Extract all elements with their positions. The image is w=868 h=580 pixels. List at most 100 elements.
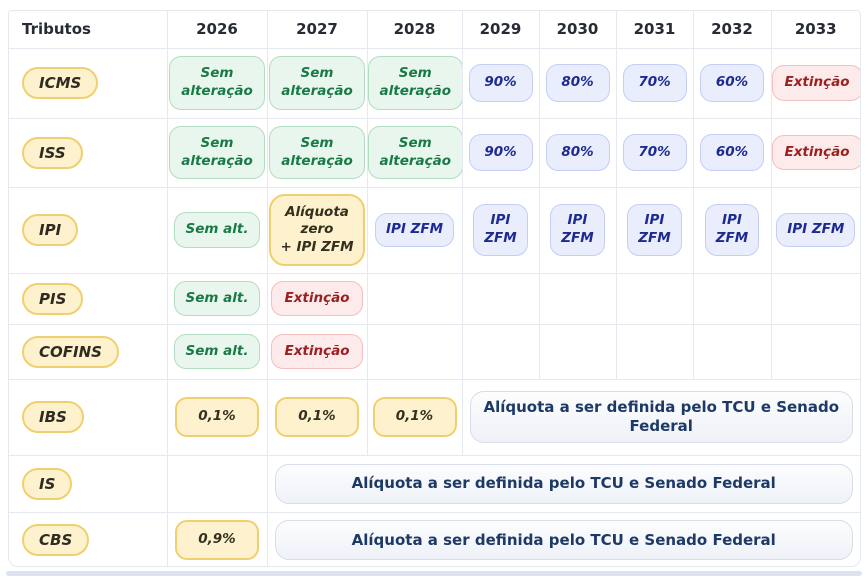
row-label-cell-cbs: CBS [9, 512, 168, 566]
status-pill-ipi-zfm: IPI ZFM [374, 213, 455, 247]
cell-pis-2029-empty [462, 273, 540, 325]
cell-cofins-2029-empty [462, 324, 540, 380]
cell-icms-2033: Extinção [771, 48, 860, 119]
rate-pill: 90% [468, 133, 533, 172]
row-pis: PIS Sem alt. Extinção [9, 273, 860, 325]
column-header-2033: 2033 [771, 11, 860, 49]
row-is: IS Alíquota a ser definida pelo TCU e Se… [9, 455, 860, 513]
cell-cofins-2033-empty [771, 324, 860, 380]
tax-badge-iss: ISS [22, 136, 83, 169]
status-pill-sem-alteracao: Sem alteração [269, 56, 365, 110]
rate-pill: 60% [700, 133, 764, 172]
cell-is-2026-empty [167, 455, 268, 513]
cell-iss-2032: 60% [693, 118, 772, 188]
status-pill-aliquota-zero: Alíquota zero + IPI ZFM [269, 193, 365, 267]
cell-cofins-2026: Sem alt. [167, 324, 268, 380]
tax-badge-is: IS [22, 467, 73, 500]
cell-pis-2028-empty [367, 273, 463, 325]
rate-pill: 60% [700, 64, 764, 102]
cell-ibs-2026: 0,1% [167, 379, 268, 456]
rate-pill: 90% [468, 64, 533, 102]
cell-cofins-2030-empty [539, 324, 617, 380]
rate-pill-yellow: 0,1% [275, 397, 359, 437]
status-pill-ipi-zfm: IPI ZFM [704, 204, 760, 256]
row-label-cell-is: IS [9, 455, 168, 513]
span-pill-tcu-senado: Alíquota a ser definida pelo TCU e Senad… [274, 520, 853, 561]
column-header-2032: 2032 [693, 11, 772, 49]
span-pill-tcu-senado: Alíquota a ser definida pelo TCU e Senad… [469, 391, 853, 443]
cell-pis-2033-empty [771, 273, 860, 325]
status-pill-extincao: Extinção [771, 134, 860, 171]
tax-badge-cbs: CBS [22, 524, 90, 557]
cell-cbs-2027-2033-merged: Alíquota a ser definida pelo TCU e Senad… [267, 512, 860, 566]
tax-badge-ibs: IBS [22, 401, 84, 433]
status-pill-sem-alteracao: Sem alteração [169, 56, 265, 110]
rate-pill-yellow: 0,9% [175, 520, 259, 561]
status-pill-ipi-zfm: IPI ZFM [776, 213, 856, 247]
row-label-cell-ibs: IBS [9, 379, 168, 456]
cell-iss-2029: 90% [462, 118, 540, 188]
header-row: Tributos 2026 2027 2028 2029 2030 2031 2… [9, 11, 860, 49]
cell-pis-2026: Sem alt. [167, 273, 268, 325]
cell-iss-2027: Sem alteração [267, 118, 368, 188]
row-label-cell-ipi: IPI [9, 187, 168, 274]
status-pill-extincao: Extinção [271, 333, 363, 370]
cell-ipi-2033: IPI ZFM [771, 187, 860, 274]
cell-pis-2032-empty [693, 273, 772, 325]
row-cbs: CBS 0,9% Alíquota a ser definida pelo TC… [9, 512, 860, 566]
rate-pill-yellow: 0,1% [372, 397, 457, 437]
cell-ipi-2032: IPI ZFM [693, 187, 772, 274]
cell-pis-2031-empty [616, 273, 694, 325]
cell-icms-2026: Sem alteração [167, 48, 268, 119]
cell-ipi-2029: IPI ZFM [462, 187, 540, 274]
cell-icms-2027: Sem alteração [267, 48, 368, 119]
horizontal-scrollbar[interactable] [6, 571, 862, 576]
cell-ibs-2029-2033-merged: Alíquota a ser definida pelo TCU e Senad… [462, 379, 860, 456]
cell-ibs-2027: 0,1% [267, 379, 368, 456]
tax-badge-cofins: COFINS [22, 335, 119, 368]
cell-ipi-2030: IPI ZFM [539, 187, 617, 274]
column-header-2029: 2029 [462, 11, 540, 49]
status-pill-sem-alt: Sem alt. [173, 333, 261, 370]
rate-pill: 70% [622, 133, 687, 172]
rate-pill: 70% [622, 64, 687, 102]
cell-is-2027-2033-merged: Alíquota a ser definida pelo TCU e Senad… [267, 455, 860, 513]
tax-transition-table: Tributos 2026 2027 2028 2029 2030 2031 2… [9, 11, 860, 566]
row-label-cell-pis: PIS [9, 273, 168, 325]
rate-pill: 80% [545, 64, 610, 102]
status-pill-sem-alt: Sem alt. [173, 280, 261, 317]
column-header-2027: 2027 [267, 11, 368, 49]
cell-cofins-2031-empty [616, 324, 694, 380]
row-label-cell-icms: ICMS [9, 48, 168, 119]
cell-icms-2029: 90% [462, 48, 540, 119]
row-ibs: IBS 0,1% 0,1% 0,1% Alíquota a ser defini… [9, 379, 860, 456]
status-pill-extincao: Extinção [771, 65, 860, 101]
status-pill-ipi-zfm: IPI ZFM [550, 204, 605, 256]
tax-badge-icms: ICMS [22, 67, 99, 99]
column-header-tributos: Tributos [9, 11, 168, 49]
cell-icms-2030: 80% [539, 48, 617, 119]
row-label-cell-iss: ISS [9, 118, 168, 188]
row-ipi: IPI Sem alt. Alíquota zero + IPI ZFM IPI… [9, 187, 860, 274]
status-pill-sem-alteracao: Sem alteração [367, 125, 461, 180]
cell-iss-2026: Sem alteração [167, 118, 268, 188]
column-header-2026: 2026 [167, 11, 268, 49]
status-pill-sem-alteracao: Sem alteração [269, 125, 365, 180]
tax-transition-table-container: Tributos 2026 2027 2028 2029 2030 2031 2… [8, 10, 861, 567]
status-pill-ipi-zfm: IPI ZFM [627, 204, 682, 256]
status-pill-sem-alteracao: Sem alteração [367, 56, 461, 110]
span-pill-tcu-senado: Alíquota a ser definida pelo TCU e Senad… [274, 463, 853, 504]
cell-ibs-2028: 0,1% [367, 379, 463, 456]
column-header-2031: 2031 [616, 11, 694, 49]
cell-ipi-2026: Sem alt. [167, 187, 268, 274]
cell-iss-2033: Extinção [771, 118, 860, 188]
column-header-2028: 2028 [367, 11, 463, 49]
row-icms: ICMS Sem alteração Sem alteração Sem alt… [9, 48, 860, 119]
cell-iss-2031: 70% [616, 118, 694, 188]
status-pill-ipi-zfm: IPI ZFM [473, 204, 528, 256]
cell-pis-2027: Extinção [267, 273, 368, 325]
cell-cofins-2027: Extinção [267, 324, 368, 380]
cell-icms-2032: 60% [693, 48, 772, 119]
cell-cofins-2028-empty [367, 324, 463, 380]
cell-icms-2028: Sem alteração [367, 48, 463, 119]
